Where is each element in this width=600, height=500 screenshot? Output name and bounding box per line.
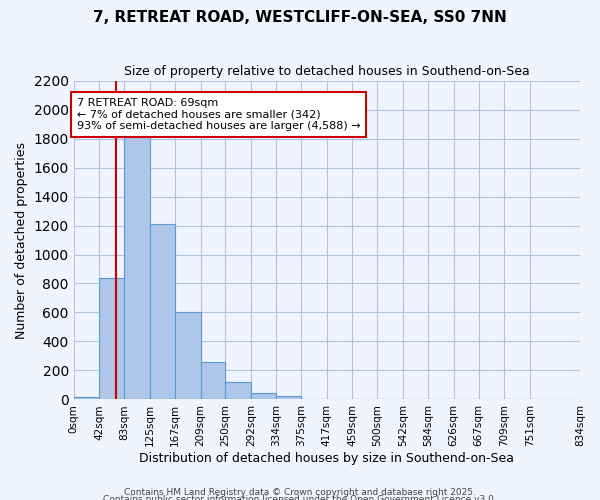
- Bar: [149, 224, 175, 400]
- Y-axis label: Number of detached properties: Number of detached properties: [15, 142, 28, 338]
- Bar: [226, 382, 251, 400]
- Bar: [99, 278, 124, 400]
- Title: Size of property relative to detached houses in Southend-on-Sea: Size of property relative to detached ho…: [124, 65, 530, 78]
- Text: 7, RETREAT ROAD, WESTCLIFF-ON-SEA, SS0 7NN: 7, RETREAT ROAD, WESTCLIFF-ON-SEA, SS0 7…: [93, 10, 507, 25]
- Text: Contains public sector information licensed under the Open Government Licence v3: Contains public sector information licen…: [103, 496, 497, 500]
- Bar: [124, 137, 149, 400]
- Bar: [175, 312, 200, 400]
- Bar: [277, 396, 301, 400]
- Bar: [74, 396, 99, 400]
- Bar: [251, 393, 277, 400]
- Text: 7 RETREAT ROAD: 69sqm
← 7% of detached houses are smaller (342)
93% of semi-deta: 7 RETREAT ROAD: 69sqm ← 7% of detached h…: [77, 98, 361, 131]
- Text: Contains HM Land Registry data © Crown copyright and database right 2025.: Contains HM Land Registry data © Crown c…: [124, 488, 476, 497]
- Bar: [200, 362, 226, 400]
- X-axis label: Distribution of detached houses by size in Southend-on-Sea: Distribution of detached houses by size …: [139, 452, 514, 465]
